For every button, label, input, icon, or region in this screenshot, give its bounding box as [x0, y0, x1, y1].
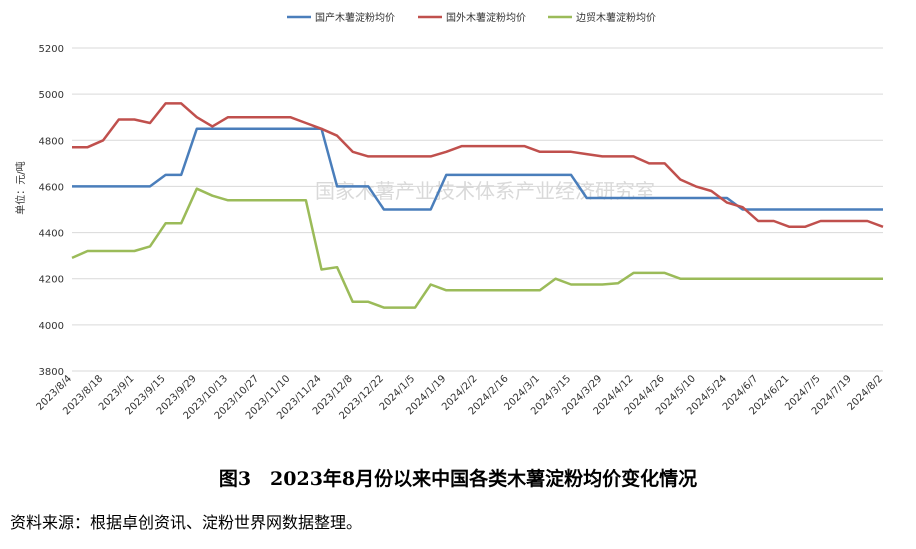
series-line — [72, 102, 884, 229]
y-tick-label: 4000 — [39, 321, 64, 332]
y-tick-label: 4400 — [39, 229, 64, 240]
source-note: 资料来源：根据卓创资讯、淀粉世界网数据整理。 — [10, 513, 362, 532]
legend-label: 国产木薯淀粉均价 — [315, 11, 395, 24]
legend-label: 国外木薯淀粉均价 — [446, 11, 526, 24]
y-tick-label: 3800 — [39, 367, 64, 378]
series-line — [72, 127, 883, 211]
watermark: 国家木薯产业技术体系产业经济研究室 — [315, 179, 655, 203]
caption: 图3 2023年8月份以来中国各类木薯淀粉均价变化情况 — [219, 467, 697, 490]
y-tick-label: 4600 — [39, 182, 64, 193]
y-tick-label: 4800 — [39, 136, 64, 147]
legend-label: 边贸木薯淀粉均价 — [576, 11, 656, 24]
y-tick-label: 4200 — [39, 275, 64, 286]
y-tick-label: 5200 — [39, 44, 64, 55]
series-line — [71, 187, 883, 309]
y-tick-label: 5000 — [39, 90, 64, 101]
y-axis-label: 单位：元/吨 — [14, 161, 27, 214]
